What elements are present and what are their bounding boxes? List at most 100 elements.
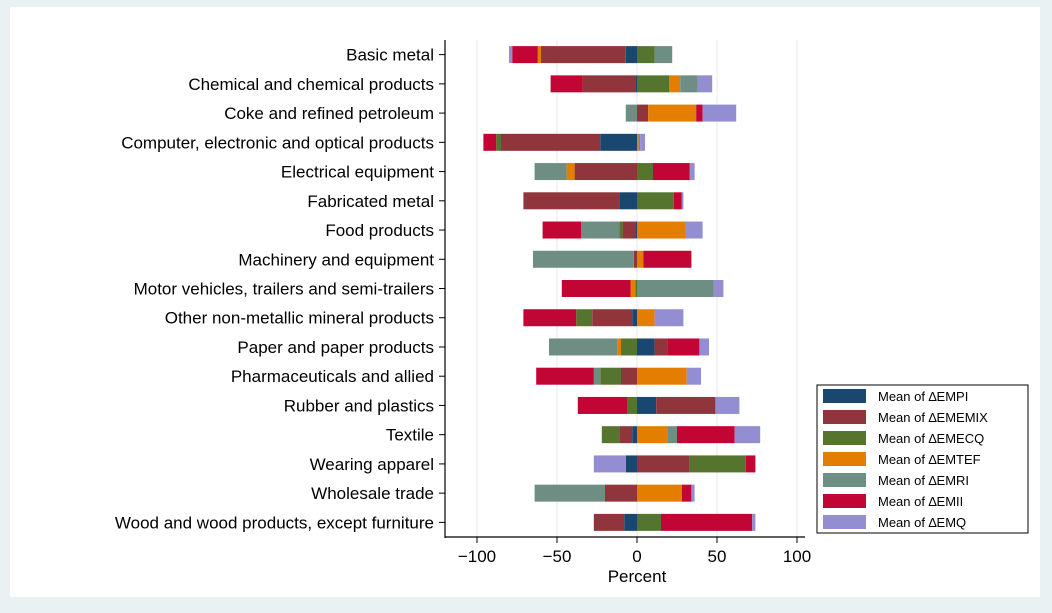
bar-segment xyxy=(593,455,626,473)
bar-segment xyxy=(637,75,669,93)
bar-segment xyxy=(601,426,620,444)
bar-segment xyxy=(637,104,649,122)
bar-segment xyxy=(669,75,681,93)
bar-segment xyxy=(621,338,637,356)
bar-segment xyxy=(654,46,673,64)
bar-segment xyxy=(637,221,685,239)
bar-segment xyxy=(574,163,637,181)
bar-segment xyxy=(619,192,637,210)
bar-segment xyxy=(632,309,637,327)
bar-segment xyxy=(622,221,636,239)
bar-segment xyxy=(576,309,593,327)
category-label: Textile xyxy=(386,426,434,445)
x-axis-label: Percent xyxy=(608,567,667,586)
category-label: Food products xyxy=(325,221,434,240)
bar-segment xyxy=(702,104,737,122)
bar-segment xyxy=(648,104,697,122)
bar-segment xyxy=(638,133,641,151)
bar-segment xyxy=(621,367,637,385)
bar-segment xyxy=(534,484,605,502)
bar-segment xyxy=(734,426,761,444)
bar-segment xyxy=(537,46,541,64)
bar-segment xyxy=(635,221,637,239)
legend-label: Mean of ∆EMQ xyxy=(878,515,966,530)
bar-segment xyxy=(653,163,690,181)
bar-segment xyxy=(696,104,703,122)
x-tick-label: −100 xyxy=(458,547,496,566)
bar-segment xyxy=(566,163,575,181)
bar-segment xyxy=(592,309,633,327)
bar-segment xyxy=(630,280,636,297)
bar-segment xyxy=(617,338,621,356)
bar-segment xyxy=(600,367,621,385)
category-label: Motor vehicles, trailers and semi-traile… xyxy=(134,280,434,299)
category-label: Chemical and chemical products xyxy=(188,75,434,94)
bar-segment xyxy=(512,46,538,64)
category-label: Pharmaceuticals and allied xyxy=(231,367,434,386)
bar-segment xyxy=(715,396,740,414)
legend-swatch xyxy=(823,389,866,403)
bar-segment xyxy=(542,221,581,239)
bar-segment xyxy=(635,75,637,93)
bar-segment xyxy=(541,46,626,64)
category-label: Electrical equipment xyxy=(281,163,434,182)
category-label: Rubber and plastics xyxy=(284,396,434,415)
bar-segment xyxy=(509,46,513,64)
legend-label: Mean of ∆EMRI xyxy=(878,473,969,488)
bar-segment xyxy=(600,133,637,151)
bar-segment xyxy=(640,133,645,151)
bar-segment xyxy=(549,338,618,356)
bar-segment xyxy=(637,192,674,210)
bar-segment xyxy=(637,133,639,151)
bar-segment xyxy=(483,133,497,151)
bar-segment xyxy=(605,484,637,502)
bar-segment xyxy=(673,192,682,210)
category-label: Paper and paper products xyxy=(237,338,434,357)
category-label: Machinery and equipment xyxy=(238,250,434,269)
bar-segment xyxy=(637,309,655,327)
bar-segment xyxy=(681,484,692,502)
bar-segment xyxy=(637,338,655,356)
bar-segment xyxy=(534,163,567,181)
bar-segment xyxy=(697,75,713,93)
bar-segment xyxy=(625,46,637,64)
legend-label: Mean of ∆EMEMIX xyxy=(878,410,988,425)
bar-segment xyxy=(661,513,753,531)
bar-segment xyxy=(713,280,724,297)
bar-segment xyxy=(637,396,657,414)
x-tick-label: 0 xyxy=(632,547,641,566)
bar-segment xyxy=(496,133,501,151)
x-tick-label: −50 xyxy=(543,547,572,566)
bar-segment xyxy=(637,250,644,268)
bar-segment xyxy=(633,250,637,268)
category-label: Coke and refined petroleum xyxy=(224,104,434,123)
bar-segment xyxy=(685,221,703,239)
bar-segment xyxy=(637,513,661,531)
bar-segment xyxy=(523,192,620,210)
bar-segment xyxy=(619,221,623,239)
bar-segment xyxy=(637,426,668,444)
bar-segment xyxy=(677,426,735,444)
legend-swatch xyxy=(823,410,866,424)
bar-segment xyxy=(619,426,633,444)
bar-segment xyxy=(667,338,700,356)
category-label: Wearing apparel xyxy=(310,455,434,474)
legend-swatch xyxy=(823,431,866,445)
bar-segment xyxy=(656,396,716,414)
bar-segment xyxy=(536,367,594,385)
bar-segment xyxy=(689,455,746,473)
bar-segment xyxy=(625,104,637,122)
category-label: Fabricated metal xyxy=(307,192,434,211)
category-label: Computer, electronic and optical product… xyxy=(121,133,434,152)
category-label: Wholesale trade xyxy=(311,484,434,503)
bar-segment xyxy=(624,513,637,531)
bar-segment xyxy=(680,75,698,93)
bar-segment xyxy=(699,338,709,356)
bar-segment xyxy=(691,484,695,502)
legend-label: Mean of ∆EMII xyxy=(878,494,963,509)
legend-swatch xyxy=(823,473,866,487)
legend-swatch xyxy=(823,515,866,529)
x-tick-label: 50 xyxy=(708,547,727,566)
